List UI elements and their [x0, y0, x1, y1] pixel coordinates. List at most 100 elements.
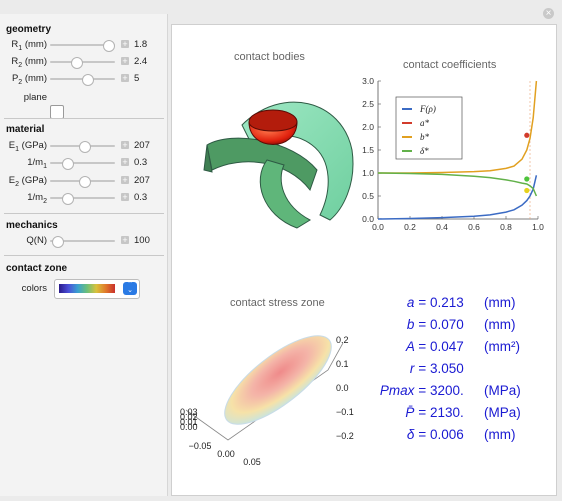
stress-tick-label: 0.02 — [180, 412, 198, 422]
result-value: 0.006 — [430, 427, 464, 442]
stress-tick-label: 0.1 — [336, 359, 349, 369]
p2-label: P2 (mm) — [11, 73, 47, 86]
result-value: 2130. — [430, 405, 464, 420]
slider-p2[interactable]: P2 (mm) + 5 — [0, 72, 167, 86]
stress-tick-label: 0.01 — [180, 417, 198, 427]
divider — [4, 118, 164, 119]
m2-expand-icon[interactable]: + — [121, 192, 129, 202]
section-mechanics: mechanics — [6, 220, 58, 231]
contact-bodies-3d[interactable] — [192, 80, 362, 230]
result-unit: (MPa) — [484, 383, 521, 398]
m2-label: 1/m2 — [27, 192, 47, 205]
x-tick-label: 0.6 — [468, 222, 480, 232]
stress-tick-label: 0.2 — [336, 335, 349, 345]
result-row: Pmax = 3200. (MPa) — [380, 383, 540, 401]
m1-track[interactable] — [50, 162, 115, 164]
m2-track[interactable] — [50, 197, 115, 199]
x-tick-label: 0.4 — [436, 222, 448, 232]
e1-thumb[interactable] — [79, 141, 91, 153]
colors-label: colors — [21, 283, 47, 294]
chevron-updown-icon[interactable]: ⌃ ⌄ — [123, 281, 137, 295]
slider-m2[interactable]: 1/m2 + 0.3 — [0, 191, 167, 205]
r1-track[interactable] — [50, 44, 115, 46]
slider-r1[interactable]: R1 (mm) + 1.8 — [0, 38, 167, 52]
e2-thumb[interactable] — [79, 176, 91, 188]
result-symbol: b = — [406, 317, 426, 332]
side-face — [203, 144, 213, 173]
divider — [4, 213, 164, 214]
section-geometry: geometry — [6, 24, 52, 35]
marker-point — [524, 187, 530, 194]
r1-expand-icon[interactable]: + — [121, 39, 129, 49]
slider-e2[interactable]: E2 (GPa) + 207 — [0, 174, 167, 188]
q-expand-icon[interactable]: + — [121, 235, 129, 245]
stress-ellipse — [224, 335, 332, 425]
y-tick-label: 3.0 — [362, 76, 374, 86]
e1-value: 207 — [134, 140, 150, 151]
m1-value: 0.3 — [134, 157, 148, 168]
e1-expand-icon[interactable]: + — [121, 140, 129, 150]
divider — [4, 255, 164, 256]
chart-title: contact coefficients — [403, 59, 497, 71]
result-symbol: a = — [406, 295, 426, 310]
close-icon[interactable]: × — [543, 8, 554, 19]
result-value: 0.213 — [430, 295, 464, 310]
result-row: r = 3.050 — [380, 361, 540, 379]
y-tick-label: 2.5 — [362, 99, 374, 109]
q-thumb[interactable] — [52, 236, 64, 248]
result-symbol: P̄ = — [405, 405, 426, 420]
inner-body — [206, 137, 318, 192]
p2-expand-icon[interactable]: + — [121, 73, 129, 83]
result-unit: (mm) — [484, 295, 516, 310]
p2-thumb[interactable] — [82, 74, 94, 86]
legend-box — [395, 96, 463, 160]
r2-label: R2 (mm) — [11, 56, 47, 69]
y-tick-label: 2.0 — [362, 122, 374, 132]
q-track[interactable] — [50, 240, 115, 242]
result-row: A = 0.047 (mm²) — [380, 339, 540, 357]
p2-value: 5 — [134, 73, 140, 84]
legend-label: b* — [420, 132, 430, 142]
m1-thumb[interactable] — [62, 158, 74, 170]
slider-m1[interactable]: 1/m1 + 0.3 — [0, 156, 167, 170]
y-tick-label: 1.5 — [362, 145, 374, 155]
e2-expand-icon[interactable]: + — [121, 175, 129, 185]
y-tick-label: 1.0 — [362, 168, 374, 178]
e1-label: E1 (GPa) — [8, 140, 47, 153]
r2-expand-icon[interactable]: + — [121, 56, 129, 66]
plane-checkbox[interactable] — [50, 105, 64, 119]
coefficients-chart[interactable]: 0.0 0.2 0.4 0.6 0.8 1.0 0.0 0.5 1.0 1.5 2.0 2.5 3.0 F… — [352, 73, 552, 235]
slider-e1[interactable]: E1 (GPa) + 207 — [0, 139, 167, 153]
result-unit: (mm) — [484, 427, 516, 442]
r1-thumb[interactable] — [103, 40, 115, 52]
r2-value: 2.4 — [134, 56, 148, 67]
result-symbol: r = — [409, 361, 426, 376]
stress-zone-3d[interactable]: 0.20.10.0−0.1−0.2−0.050.000.050.030.020.… — [178, 315, 358, 465]
lower-wall — [259, 159, 312, 229]
color-scheme-select[interactable]: ⌃ ⌄ — [54, 279, 140, 299]
output-canvas: contact bodies contact coefficients 0.0 0… — [171, 24, 557, 496]
x-tick-label: 0.8 — [500, 222, 512, 232]
stress-tick-label: −0.2 — [336, 431, 354, 441]
result-symbol: δ = — [406, 427, 426, 442]
section-material: material — [6, 124, 45, 135]
x-tick-label: 1.0 — [532, 222, 544, 232]
stress-tick-label: 0.0 — [336, 383, 349, 393]
m1-expand-icon[interactable]: + — [121, 157, 129, 167]
x-tick-label: 0.2 — [404, 222, 416, 232]
m1-label: 1/m1 — [27, 157, 47, 170]
legend-label: δ* — [420, 146, 429, 156]
result-value: 0.047 — [430, 339, 464, 354]
slider-r2[interactable]: R2 (mm) + 2.4 — [0, 55, 167, 69]
plane-row: plane — [0, 92, 167, 106]
y-tick-label: 0.0 — [362, 214, 374, 224]
stress-tick-label: 0.00 — [217, 449, 235, 459]
result-value: 3.050 — [430, 361, 464, 376]
q-value: 100 — [134, 235, 150, 246]
e2-label: E2 (GPa) — [8, 175, 47, 188]
r2-thumb[interactable] — [71, 57, 83, 69]
result-unit: (mm) — [484, 317, 516, 332]
slider-q[interactable]: Q(N) + 100 — [0, 234, 167, 248]
m2-thumb[interactable] — [62, 193, 74, 205]
y-tick-label: 0.5 — [362, 191, 374, 201]
